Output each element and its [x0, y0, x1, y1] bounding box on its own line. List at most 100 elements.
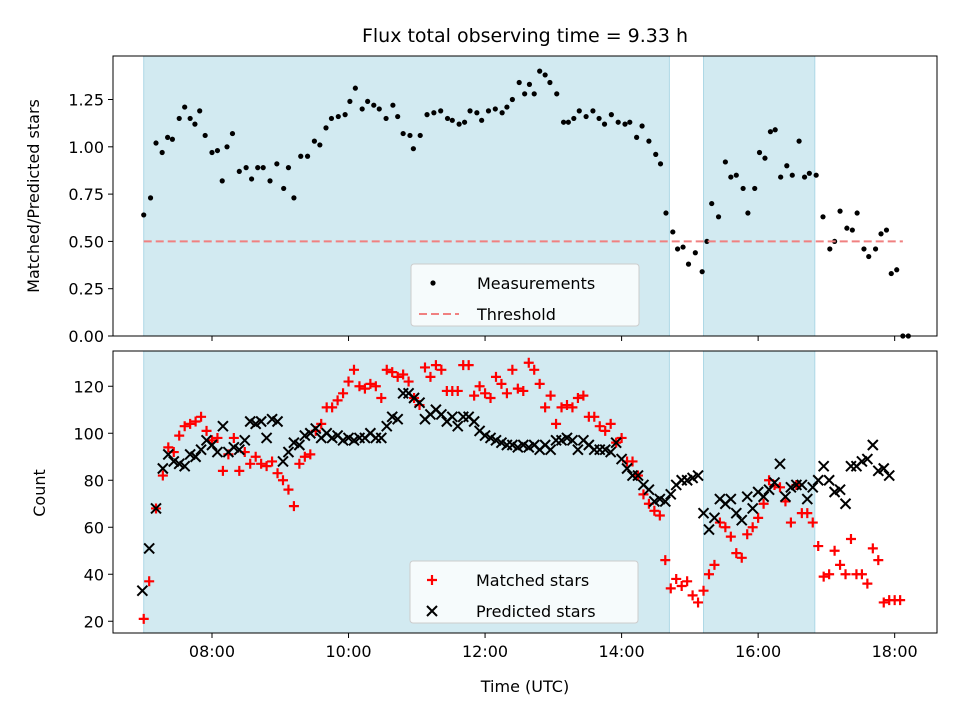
measurement-point — [298, 153, 304, 159]
measurement-point — [365, 98, 371, 105]
matched-stars-point — [138, 613, 149, 624]
measurement-point — [522, 91, 528, 97]
predicted-stars-point — [632, 469, 644, 482]
measurement-point — [141, 212, 147, 218]
measurement-point — [236, 168, 242, 175]
matched-stars-point — [616, 432, 627, 443]
matched-stars-point — [714, 517, 725, 528]
matched-stars-point — [840, 569, 851, 580]
matched-stars-point — [807, 517, 818, 528]
measurement-point — [657, 161, 664, 167]
predicted-stars-point — [779, 490, 792, 503]
matched-stars-point — [693, 597, 704, 608]
matched-stars-point — [753, 512, 764, 523]
matched-stars-point — [540, 402, 551, 413]
predicted-stars-point — [572, 443, 584, 456]
legend-predicted-stars-marker — [426, 605, 438, 617]
measurement-point — [537, 68, 543, 74]
matched-stars-point — [551, 418, 562, 429]
measurement-point — [674, 246, 681, 252]
matched-stars-point — [835, 559, 846, 570]
measurement-point — [342, 112, 348, 118]
matched-stars-point — [501, 388, 512, 399]
matched-stars-point — [867, 543, 878, 554]
matched-stars-point — [338, 388, 349, 399]
predicted-stars-point — [757, 490, 770, 503]
measurement-point — [400, 130, 406, 137]
measurement-point — [772, 127, 778, 133]
predicted-stars-point — [150, 502, 162, 515]
matched-stars-point — [370, 381, 381, 392]
measurement-point — [622, 121, 628, 127]
measurement-point — [267, 178, 273, 184]
measurement-point — [291, 195, 297, 201]
matched-stars-point — [813, 541, 824, 552]
predicted-stars-point — [189, 451, 202, 463]
predicted-stars-point — [271, 415, 284, 428]
measurement-point — [485, 108, 492, 114]
matched-stars-point — [474, 381, 485, 392]
matched-stars-point — [736, 552, 747, 563]
matched-stars-point — [747, 522, 758, 533]
matched-stars-point — [600, 425, 611, 436]
predicted-stars-point — [136, 584, 149, 597]
matched-stars-point — [365, 378, 376, 389]
measurement-point — [504, 104, 510, 110]
measurement-point — [752, 185, 758, 192]
measurement-point — [371, 102, 377, 108]
matched-stars-point — [185, 418, 196, 429]
measurement-point — [813, 172, 819, 178]
matched-stars-point — [490, 371, 501, 382]
matched-stars-point — [403, 376, 414, 387]
bottom-y-tick-label: 20 — [84, 612, 104, 631]
bottom-plot-frame — [112, 350, 938, 634]
predicted-stars-point — [566, 434, 579, 447]
measurement-point — [583, 113, 589, 120]
matched-stars-point — [518, 385, 529, 396]
predicted-stars-point — [823, 474, 835, 486]
measurement-point — [187, 115, 193, 122]
measurement-point — [516, 79, 522, 86]
matched-stars-point — [561, 400, 572, 411]
matched-stars-point — [392, 371, 403, 382]
predicted-stars-point — [621, 462, 633, 475]
measurement-point — [274, 161, 280, 167]
matched-stars-point — [436, 364, 447, 375]
measurement-point — [827, 246, 833, 252]
bottom-y-tick-label: 100 — [73, 424, 104, 443]
matched-stars-point — [895, 595, 906, 606]
measurement-point — [680, 244, 686, 250]
measurement-point — [456, 121, 462, 127]
measurement-point — [352, 85, 358, 91]
matched-stars-point — [196, 411, 207, 422]
predicted-stars-point — [211, 446, 224, 458]
matched-stars-point — [245, 458, 256, 469]
x-tick-label: 18:00 — [872, 642, 918, 661]
predicted-stars-point — [143, 542, 155, 555]
measurement-point — [176, 115, 182, 122]
matched-stars-point — [556, 402, 567, 413]
matched-stars-point — [774, 482, 785, 493]
predicted-stars-point — [233, 443, 246, 456]
measurement-point — [311, 138, 317, 144]
predicted-stars-point — [883, 469, 895, 482]
measurement-point — [376, 106, 382, 112]
matched-stars-point — [742, 529, 753, 540]
predicted-stars-point — [861, 453, 874, 465]
measurement-point — [323, 125, 329, 131]
predicted-stars-point — [277, 455, 289, 468]
predicted-stars-point — [610, 436, 622, 449]
matched-stars-point — [179, 421, 190, 432]
measurement-point — [474, 110, 480, 116]
matched-stars-point — [512, 383, 523, 394]
matched-stars-point — [480, 388, 491, 399]
matched-stars-point — [157, 470, 168, 481]
matched-stars-point — [638, 489, 649, 500]
measurement-point — [692, 250, 698, 256]
measurement-point — [844, 225, 850, 231]
matched-stars-point — [277, 475, 288, 486]
predicted-stars-point — [260, 432, 273, 444]
predicted-stars-point — [206, 439, 218, 451]
matched-stars-point — [720, 522, 731, 533]
measurement-point — [467, 108, 473, 114]
